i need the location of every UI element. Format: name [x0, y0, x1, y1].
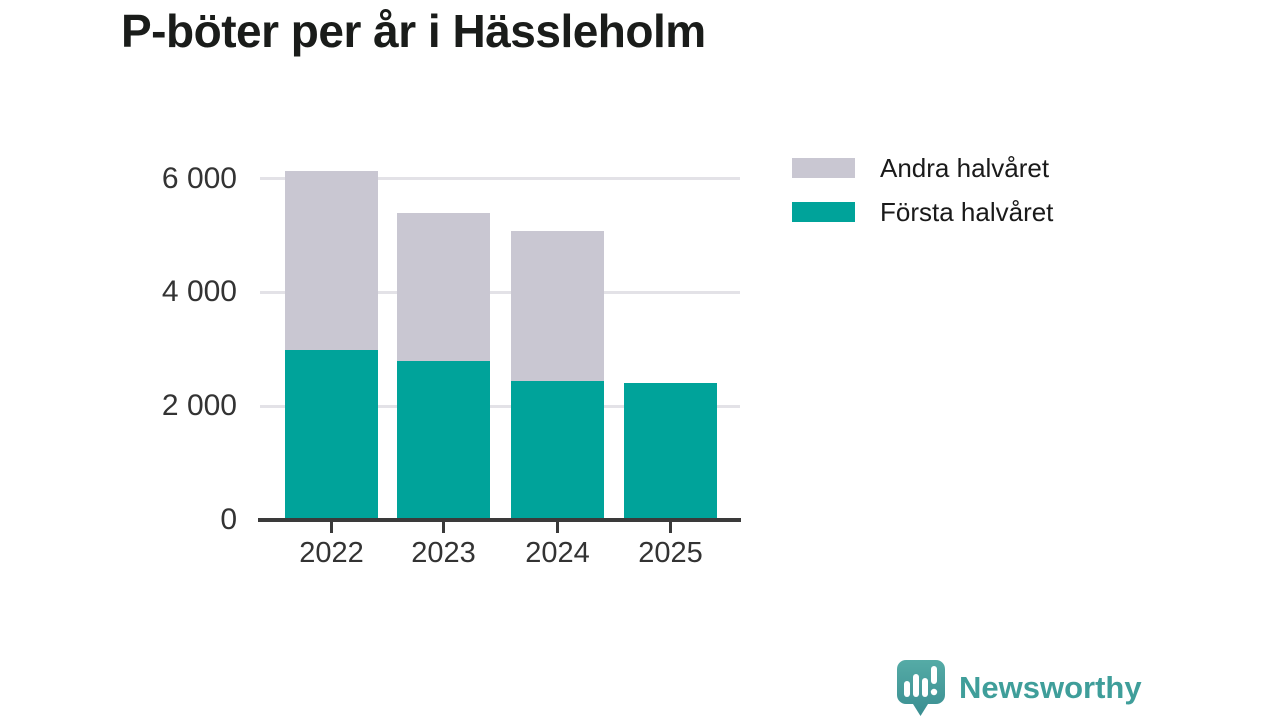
x-axis-tick — [556, 522, 559, 533]
legend-item-andra-halvaret: Andra halvåret — [792, 146, 1053, 190]
y-axis-tick-label: 6 000 — [161, 161, 237, 195]
x-axis-tick-label: 2022 — [299, 537, 364, 569]
legend-swatch-andra-halvaret — [792, 158, 855, 178]
chart-title: P-böter per år i Hässleholm — [121, 5, 706, 57]
bar-2025-forsta-halvaret — [624, 382, 717, 520]
x-axis-tick-label: 2024 — [525, 537, 590, 569]
x-axis-tick — [442, 522, 445, 533]
newsworthy-logo-icon — [897, 660, 949, 720]
x-axis-line — [258, 518, 741, 522]
y-axis-tick-label: 0 — [220, 503, 237, 536]
gridline-4000 — [260, 290, 740, 294]
gridline-6000 — [260, 177, 740, 180]
legend-label: Första halvåret — [880, 196, 1054, 227]
legend-label: Andra halvåret — [880, 152, 1050, 183]
bar-2022-forsta-halvaret — [285, 350, 378, 520]
newsworthy-logo-text: Newsworthy — [959, 670, 1142, 705]
bar-2023-andra-halvaret — [397, 212, 490, 362]
legend: Andra halvåret Första halvåret — [792, 146, 1053, 234]
x-axis-tick-label: 2025 — [638, 537, 703, 569]
bar-2022-andra-halvaret — [285, 171, 378, 351]
bar-2023-forsta-halvaret — [397, 361, 490, 520]
x-axis-tick — [330, 522, 333, 533]
bar-2024-forsta-halvaret — [511, 380, 604, 520]
legend-item-forsta-halvaret: Första halvåret — [792, 190, 1053, 234]
x-axis-tick-label: 2023 — [411, 537, 476, 569]
y-axis-tick-label: 2 000 — [161, 389, 237, 423]
x-axis-tick — [669, 522, 672, 533]
bar-2024-andra-halvaret — [511, 230, 604, 381]
y-axis-tick-label: 4 000 — [161, 275, 237, 309]
legend-swatch-forsta-halvaret — [792, 202, 855, 222]
gridline-2000 — [260, 404, 740, 408]
newsworthy-branding: Newsworthy — [897, 660, 1142, 718]
